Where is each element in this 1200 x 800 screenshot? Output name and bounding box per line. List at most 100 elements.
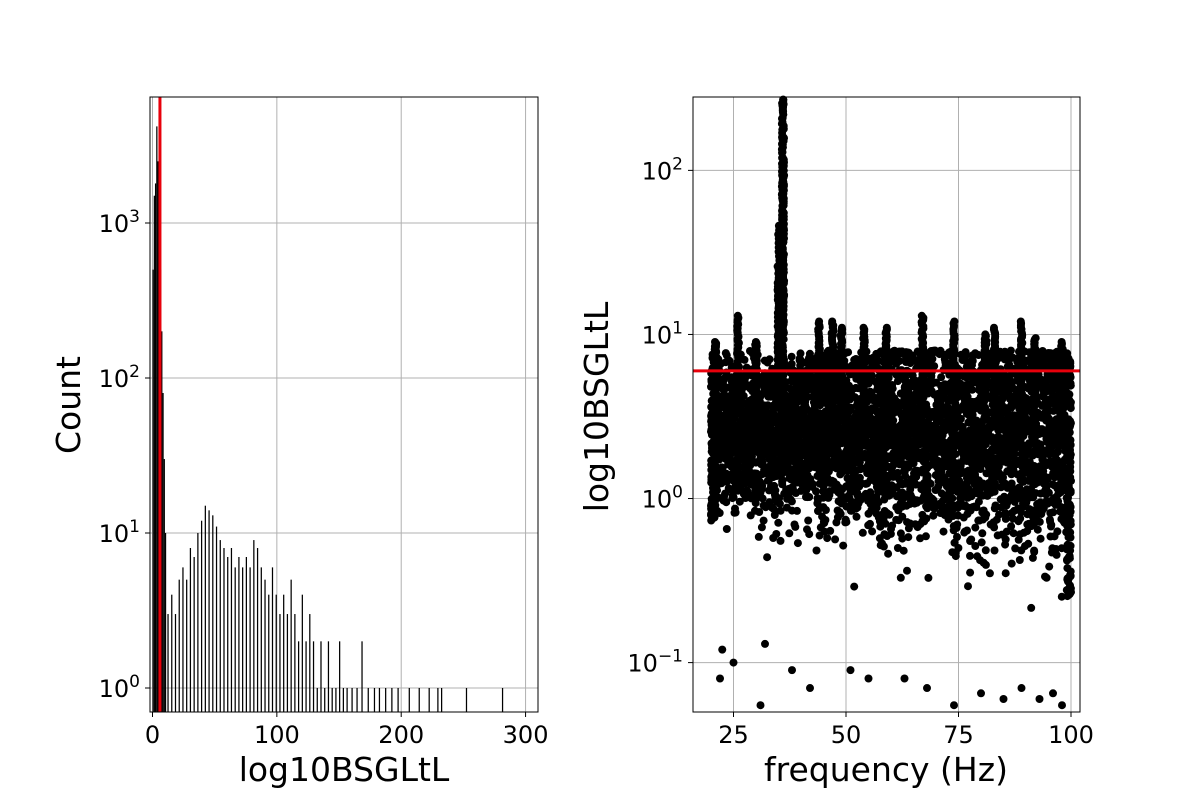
scatter-point — [1063, 478, 1072, 487]
scatter-point — [959, 513, 968, 522]
scatter-point — [966, 537, 975, 545]
histogram-bar — [197, 532, 199, 712]
histogram-bar — [294, 614, 296, 712]
histogram-y-axis-title: Count — [49, 356, 88, 454]
scatter-point — [1009, 465, 1018, 474]
histogram-bar — [227, 557, 229, 712]
histogram-bar — [171, 594, 173, 712]
histogram-bar — [238, 557, 240, 712]
scatter-point — [712, 468, 720, 477]
scatter-point — [823, 534, 832, 543]
scatter-point — [963, 405, 972, 414]
scatter-point — [1043, 437, 1052, 446]
scatter-point — [1034, 469, 1043, 477]
scatter-point — [1029, 518, 1038, 527]
scatter-point — [1013, 433, 1022, 442]
scatter-point — [919, 465, 927, 474]
scatter-point — [907, 492, 916, 501]
histogram-bar — [174, 614, 177, 712]
histogram-bar — [373, 687, 376, 712]
scatter-point — [856, 442, 865, 451]
histogram-bar — [283, 594, 285, 712]
scatter-point — [736, 425, 745, 434]
scatter-point — [978, 529, 987, 538]
histogram-bar — [164, 532, 167, 712]
scatter-point — [1046, 509, 1055, 517]
scatter-point — [1017, 508, 1025, 517]
histogram-bar — [234, 567, 236, 712]
scatter-point — [757, 404, 766, 413]
scatter-point — [980, 430, 989, 439]
scatter-point — [929, 511, 938, 520]
scatter-point — [758, 494, 767, 503]
scatter-point — [973, 552, 982, 561]
scatter-point — [1065, 504, 1074, 513]
histogram-bar — [301, 594, 303, 712]
scatter-point — [954, 438, 963, 447]
scatter-point — [769, 452, 777, 461]
histogram-bar — [152, 269, 154, 712]
scatter-point — [778, 411, 787, 420]
scatter-point — [850, 362, 859, 371]
histogram-bar — [465, 687, 468, 712]
scatter-point — [966, 506, 975, 515]
scatter-point — [946, 494, 954, 503]
scatter-point — [914, 415, 923, 424]
scatter-point — [964, 471, 973, 480]
histogram-bar — [167, 614, 169, 712]
histogram-bar — [157, 161, 159, 712]
histogram-bar — [346, 687, 348, 712]
scatter-point — [741, 494, 750, 502]
scatter-point — [940, 476, 949, 485]
scatter-point — [949, 512, 957, 520]
scatter-point — [812, 546, 821, 555]
scatter-point — [774, 518, 783, 527]
scatter-point — [948, 478, 957, 487]
histogram-bar — [391, 687, 393, 712]
scatter-point — [897, 492, 906, 501]
scatter-point — [891, 443, 900, 452]
scatter-point — [761, 503, 770, 512]
histogram-x-tick-label: 300 — [503, 721, 549, 749]
scatter-point — [940, 511, 949, 519]
scatter-point — [785, 529, 794, 538]
scatter-point — [893, 544, 902, 552]
histogram-x-tick-label: 200 — [378, 721, 424, 749]
scatter-point — [1009, 418, 1018, 427]
scatter-point — [812, 457, 821, 465]
scatter-point — [833, 506, 842, 515]
scatter-point — [1025, 505, 1034, 514]
scatter-point — [875, 408, 884, 417]
scatter-point — [804, 456, 813, 465]
histogram-bar — [156, 126, 158, 712]
scatter-point — [984, 458, 993, 466]
scatter-point — [939, 527, 948, 536]
scatter-point — [1065, 487, 1074, 495]
scatter-point — [1066, 398, 1075, 407]
scatter-point — [1016, 514, 1025, 523]
scatter-point — [962, 480, 971, 489]
histogram-bar — [264, 579, 266, 712]
scatter-point — [991, 459, 1000, 468]
scatter-point — [970, 480, 979, 489]
histogram-bar — [327, 641, 330, 712]
scatter-point — [895, 475, 904, 483]
scatter-point — [830, 485, 839, 494]
scatter-point — [1007, 522, 1016, 531]
histogram-bar — [335, 687, 337, 712]
scatter-point — [867, 418, 876, 427]
scatter-point — [792, 380, 801, 389]
scatter-point — [834, 497, 843, 506]
scatter-point — [924, 495, 933, 504]
scatter-point — [775, 499, 784, 508]
scatter-point — [987, 433, 996, 442]
scatter-point — [794, 471, 803, 480]
histogram-bar — [245, 557, 247, 712]
histogram-y-tick-label: 100 — [99, 672, 140, 703]
scatter-point — [930, 504, 939, 513]
scatter-point — [822, 425, 831, 434]
scatter-point — [1028, 490, 1037, 499]
scatter-point — [758, 481, 767, 490]
scatter-point — [1043, 475, 1052, 483]
scatter-point — [831, 451, 840, 460]
